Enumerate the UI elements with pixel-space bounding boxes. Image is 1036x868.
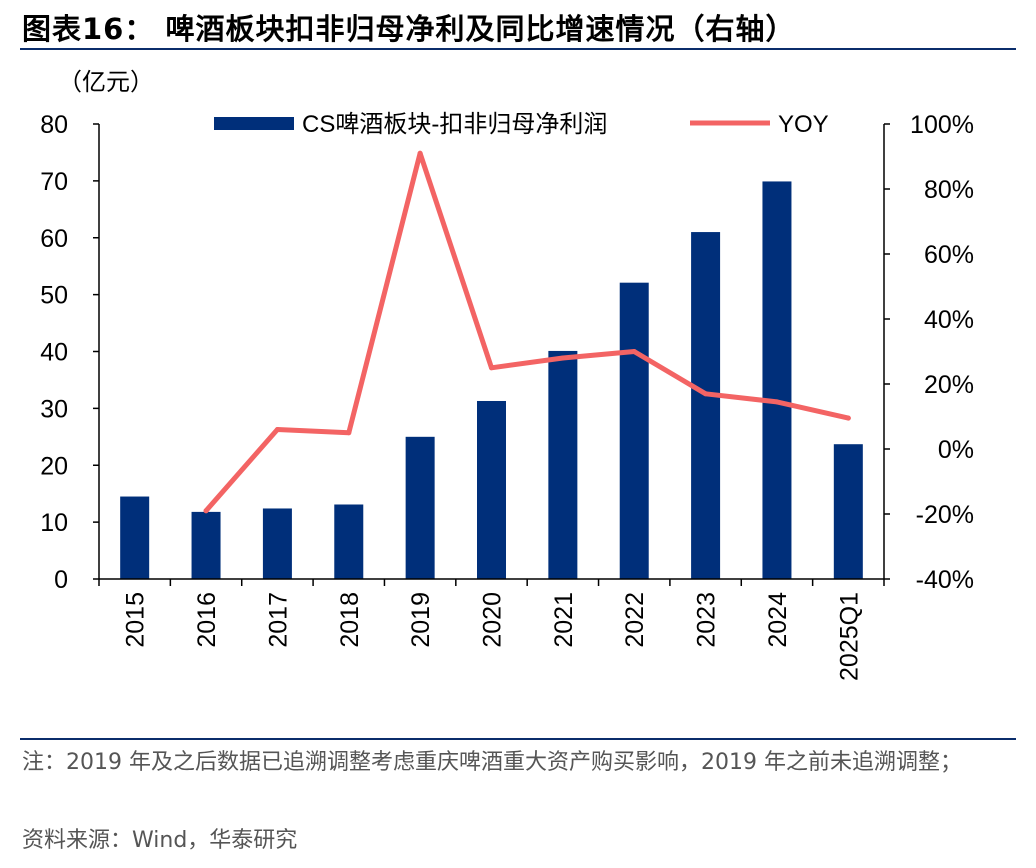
yoy-point bbox=[845, 415, 851, 421]
bar bbox=[191, 511, 221, 579]
yoy-point bbox=[560, 355, 566, 361]
yoy-point bbox=[489, 365, 494, 371]
legend-bar-label: CS啤酒板块-扣非归母净利润 bbox=[302, 111, 607, 138]
left-axis-unit-label: （亿元） bbox=[58, 69, 154, 96]
x-axis-tick-label: 2021 bbox=[550, 592, 578, 648]
x-axis-tick-label: 2024 bbox=[764, 592, 792, 648]
bar bbox=[762, 181, 792, 579]
figure-title: 图表16： 啤酒板块扣非归母净利及同比增速情况（右轴） bbox=[22, 12, 796, 46]
x-axis-tick-label: 2019 bbox=[407, 592, 435, 648]
bar bbox=[262, 508, 292, 579]
left-axis-tick-label: 20 bbox=[40, 452, 68, 480]
bar-series bbox=[120, 181, 863, 579]
left-axis-tick-label: 40 bbox=[40, 339, 68, 367]
source-line: 资料来源：Wind，华泰研究 bbox=[22, 828, 298, 853]
x-axis-tick-label: 2016 bbox=[193, 592, 221, 648]
left-axis-tick-label: 10 bbox=[40, 509, 68, 537]
bar bbox=[691, 232, 721, 579]
footnote: 注：2019 年及之后数据已追溯调整考虑重庆啤酒重大资产购买影响，2019 年之… bbox=[22, 750, 962, 775]
x-axis-tick-label: 2017 bbox=[264, 592, 292, 648]
left-axis-tick-label: 80 bbox=[40, 111, 68, 139]
yoy-point bbox=[703, 391, 709, 397]
chart: （亿元） CS啤酒板块-扣非归母净利润 YOY 0 10 20 30 40 50 60 70 8… bbox=[40, 69, 974, 681]
bar bbox=[405, 436, 435, 579]
title-divider bbox=[20, 48, 1016, 50]
right-axis-tick-label: 100% bbox=[910, 111, 974, 139]
x-axis-tick-label: 2022 bbox=[621, 592, 649, 648]
right-axis-tick-label: 60% bbox=[924, 241, 974, 269]
yoy-point bbox=[417, 150, 423, 156]
left-axis-tick-label: 30 bbox=[40, 395, 68, 423]
bar bbox=[120, 496, 150, 579]
left-axis-tick-label: 60 bbox=[40, 225, 68, 253]
right-axis-tick-label: 20% bbox=[924, 371, 974, 399]
legend-line-label: YOY bbox=[778, 111, 829, 138]
footer-divider bbox=[20, 738, 1016, 740]
left-axis-tick-label: 50 bbox=[40, 282, 68, 310]
x-axis-tick-label: 2023 bbox=[693, 592, 721, 648]
yoy-point bbox=[346, 430, 352, 436]
line-series bbox=[203, 150, 851, 514]
bar bbox=[833, 444, 863, 579]
x-axis-tick-label: 2025Q1 bbox=[835, 592, 863, 681]
yoy-point bbox=[774, 399, 780, 405]
right-axis-tick-label: 0% bbox=[938, 436, 974, 464]
bar bbox=[334, 504, 364, 579]
right-axis-tick-label: 80% bbox=[924, 176, 974, 204]
yoy-point bbox=[631, 349, 637, 354]
left-axis-tick-label: 0 bbox=[54, 566, 68, 594]
legend: CS啤酒板块-扣非归母净利润 YOY bbox=[214, 111, 829, 138]
right-axis-tick-label: 40% bbox=[924, 306, 974, 334]
bar bbox=[619, 282, 649, 579]
right-axis-tick-label: -40% bbox=[916, 566, 974, 594]
axes: 0 10 20 30 40 50 60 70 80 -40% -20% 0% 20% 40% 60% 80% 1… bbox=[40, 111, 974, 681]
x-axis-tick-label: 2020 bbox=[479, 592, 507, 648]
bar bbox=[548, 350, 578, 579]
right-axis-tick-label: -20% bbox=[916, 501, 974, 529]
yoy-line bbox=[203, 150, 851, 514]
yoy-point bbox=[203, 508, 209, 514]
x-axis-tick-label: 2015 bbox=[122, 592, 150, 648]
left-axis-tick-label: 70 bbox=[40, 168, 68, 196]
legend-bar-swatch bbox=[214, 117, 294, 130]
x-axis-tick-label: 2018 bbox=[336, 592, 364, 648]
yoy-point bbox=[274, 427, 280, 432]
bar bbox=[477, 400, 506, 579]
